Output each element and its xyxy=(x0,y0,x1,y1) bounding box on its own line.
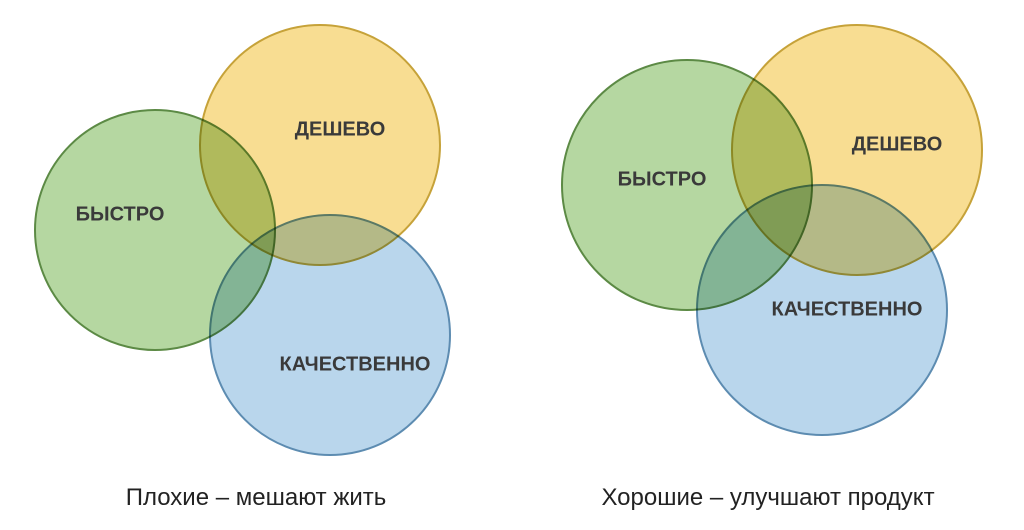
label-quality: КАЧЕСТВЕННО xyxy=(772,298,923,320)
circle-quality xyxy=(210,215,450,455)
panel-good: БЫСТРО ДЕШЕВО КАЧЕСТВЕННО Хорошие – улуч… xyxy=(512,0,1024,530)
venn-left-circles xyxy=(35,25,450,455)
venn-left: БЫСТРО ДЕШЕВО КАЧЕСТВЕННО xyxy=(0,0,512,460)
caption-good: Хорошие – улучшают продукт xyxy=(512,484,1024,512)
venn-right-circles xyxy=(562,25,982,435)
caption-bad: Плохие – мешают жить xyxy=(0,484,512,512)
label-cheap: ДЕШЕВО xyxy=(295,118,386,140)
venn-right: БЫСТРО ДЕШЕВО КАЧЕСТВЕННО xyxy=(512,0,1024,460)
label-cheap: ДЕШЕВО xyxy=(852,133,943,155)
label-quality: КАЧЕСТВЕННО xyxy=(280,353,431,375)
label-fast: БЫСТРО xyxy=(76,203,165,225)
diagram-stage: БЫСТРО ДЕШЕВО КАЧЕСТВЕННО Плохие – мешаю… xyxy=(0,0,1024,530)
label-fast: БЫСТРО xyxy=(618,168,707,190)
panel-bad: БЫСТРО ДЕШЕВО КАЧЕСТВЕННО Плохие – мешаю… xyxy=(0,0,512,530)
